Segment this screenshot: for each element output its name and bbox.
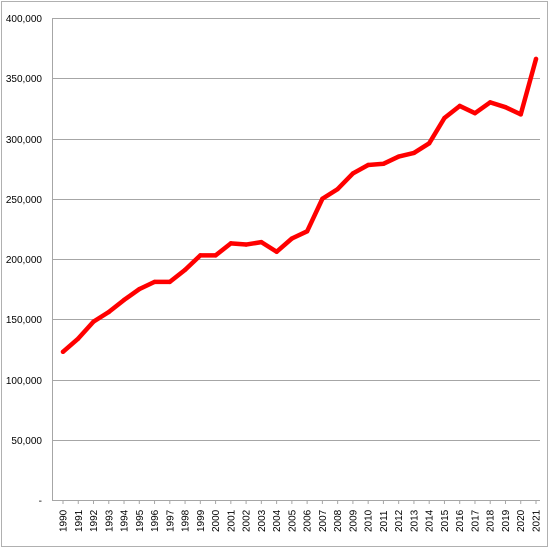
x-tick-label: 2010: [364, 509, 375, 532]
x-tick-label: 2002: [242, 509, 253, 532]
x-tick-label: 1998: [181, 509, 192, 532]
data-point: [426, 141, 432, 146]
gridlines: [52, 18, 540, 441]
x-tick-label: 2012: [394, 509, 405, 532]
x-tick-label: 2019: [501, 509, 512, 532]
x-tick-label: 2015: [440, 509, 451, 532]
data-point: [442, 115, 447, 121]
x-tick-label: 1997: [165, 509, 176, 532]
data-point: [91, 319, 96, 324]
data-point: [289, 236, 295, 241]
data-point: [350, 171, 356, 176]
x-tick-label: 2008: [333, 509, 344, 532]
x-tick-label: 2000: [211, 509, 222, 532]
data-point: [274, 249, 279, 254]
y-tick-label: 200,000: [6, 255, 43, 266]
data-point: [152, 279, 157, 285]
y-tick-label: -: [39, 496, 42, 507]
x-tick-label: 2016: [455, 509, 466, 532]
series-layer: [60, 56, 539, 355]
data-point: [198, 253, 203, 258]
y-tick-label: 250,000: [6, 195, 43, 206]
data-point: [335, 186, 340, 192]
x-tick-label: 1999: [196, 509, 207, 532]
data-point: [228, 241, 234, 246]
y-tick-label: 50,000: [11, 436, 42, 447]
data-point: [60, 349, 66, 354]
data-point: [243, 242, 249, 247]
data-point: [76, 336, 81, 341]
x-tick-label: 1991: [74, 509, 85, 532]
axes: [52, 18, 540, 504]
y-tick-label: 300,000: [6, 135, 43, 146]
x-tick-label: 2007: [318, 509, 329, 532]
data-point: [213, 253, 218, 258]
data-point: [137, 286, 142, 292]
x-tick-label: 2018: [486, 509, 497, 532]
x-tick-label: 1990: [59, 509, 70, 532]
x-tick-label: 1996: [150, 509, 161, 532]
x-tick-label: 2020: [516, 509, 527, 532]
data-point: [488, 100, 493, 105]
x-tick-label: 2001: [226, 509, 237, 532]
x-tick-label: 1993: [104, 509, 115, 532]
x-tick-label: 2006: [303, 509, 314, 532]
y-tick-label: 100,000: [6, 376, 43, 387]
x-tick-labels: 1990 1991 1992 1993 1994 1995 1996 1997 1998 1999…: [59, 509, 543, 532]
data-point: [365, 162, 371, 168]
x-tick-label: 1994: [120, 509, 131, 532]
data-point: [259, 239, 264, 245]
series-line: [60, 56, 539, 355]
x-tick-label: 2013: [409, 509, 420, 532]
x-tick-label: 2005: [287, 509, 298, 532]
x-tick-label: 1995: [135, 509, 146, 532]
data-point: [381, 161, 386, 167]
data-point: [106, 309, 111, 315]
x-tick-label: 2009: [348, 509, 359, 532]
data-point: [411, 150, 417, 156]
y-tick-labels: - 50,000 100,000 150,000 200,000 250,000 300,0…: [6, 14, 43, 507]
x-tick-label: 2004: [272, 509, 283, 532]
data-point: [320, 196, 325, 201]
x-tick-label: 2017: [470, 509, 481, 532]
data-point: [472, 110, 478, 116]
x-tick-label: 2021: [532, 509, 543, 532]
x-tick-label: 2014: [425, 509, 436, 532]
data-point: [396, 154, 401, 159]
y-tick-label: 400,000: [6, 14, 43, 25]
x-tick-label: 1992: [89, 509, 100, 532]
y-tick-label: 350,000: [6, 74, 43, 85]
x-tick-label: 2003: [257, 509, 268, 532]
y-tick-label: 150,000: [6, 315, 43, 326]
data-point: [182, 267, 188, 273]
data-point: [304, 229, 310, 234]
data-point: [503, 104, 508, 110]
data-point: [167, 279, 173, 285]
data-point: [121, 297, 127, 303]
data-point: [457, 103, 462, 109]
data-point: [533, 56, 539, 62]
x-tick-label: 2011: [379, 510, 390, 532]
data-point: [518, 112, 523, 117]
